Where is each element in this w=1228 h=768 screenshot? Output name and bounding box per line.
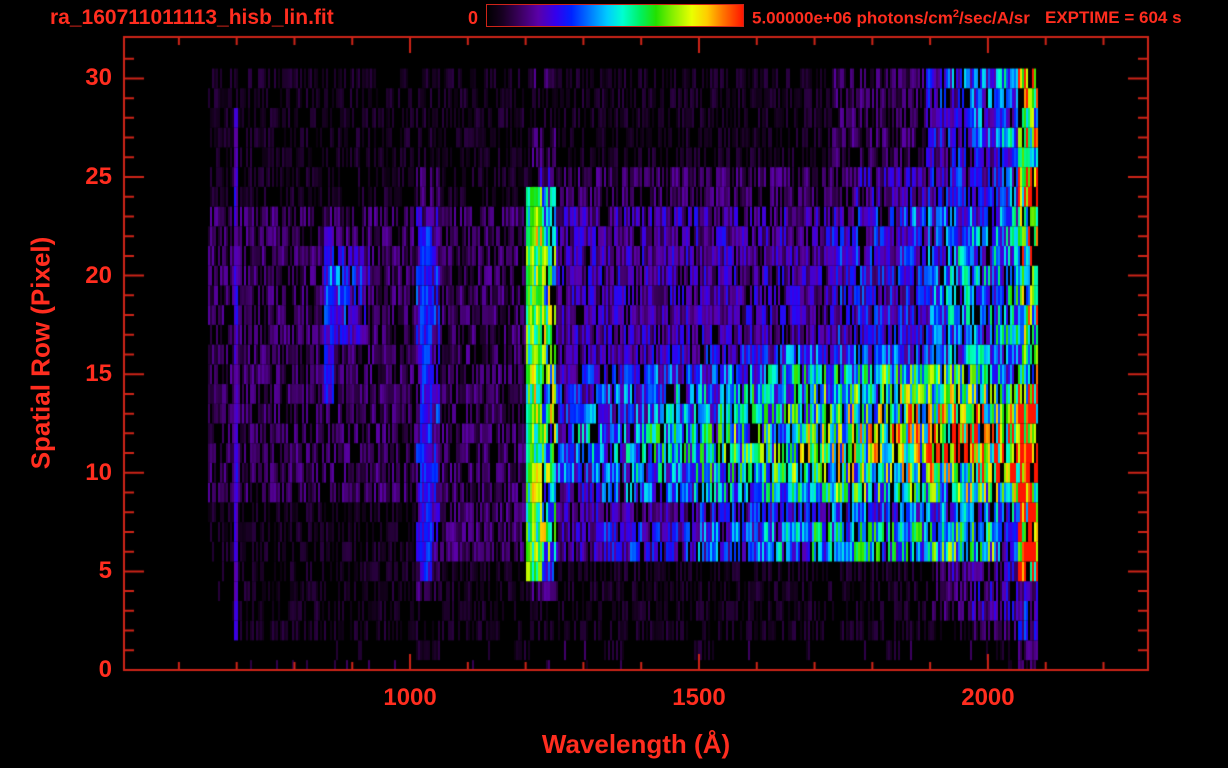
colorbar-units-prefix: photons/cm (856, 8, 953, 28)
colorbar-max-label: 5.00000e+06 photons/cm2/sec/A/sr (752, 8, 1030, 29)
y-tick-label: 0 (98, 656, 112, 683)
x-tick-label: 1500 (672, 684, 726, 711)
file-title: ra_160711011113_hisb_lin.fit (50, 6, 334, 29)
x-tick-label: 2000 (961, 684, 1015, 711)
y-tick-label: 25 (85, 163, 112, 190)
y-tick-label: 5 (98, 557, 112, 585)
x-tick-label: 1000 (383, 684, 437, 711)
colorbar-units-superscript: 2 (952, 8, 959, 20)
colorbar-max-value: 5.00000e+06 (752, 8, 852, 28)
x-axis-title: Wavelength (Å) (541, 729, 731, 759)
exptime-label: EXPTIME = 604 s (1045, 8, 1182, 27)
colorbar-units-suffix: /sec/A/sr (958, 8, 1030, 28)
y-tick-label: 15 (85, 360, 112, 388)
colorbar-min-label: 0 (467, 8, 478, 28)
colorbar (486, 4, 744, 27)
y-tick-label: 30 (85, 64, 112, 92)
y-tick-label: 10 (85, 458, 112, 486)
y-tick-label: 20 (85, 261, 112, 289)
